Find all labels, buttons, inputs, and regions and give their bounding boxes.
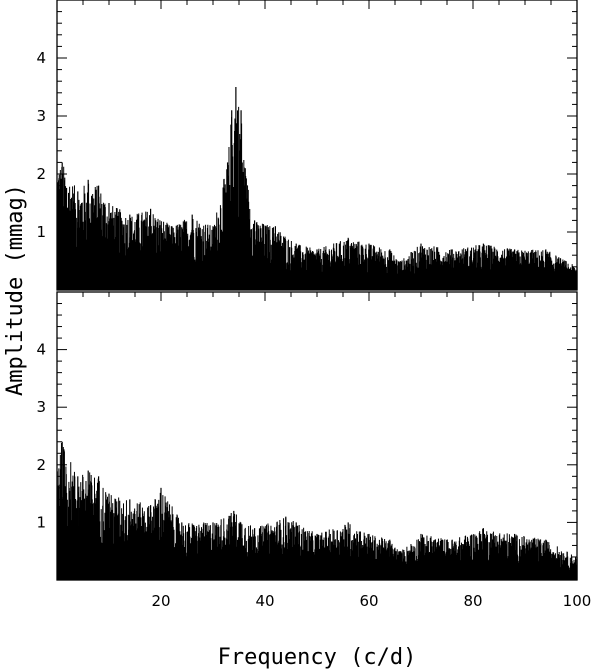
y-tick-label: 4 [36,49,46,67]
bottom-x-tick-labels: 20 40 60 80 100 [151,592,591,610]
y-tick-label: 2 [36,165,46,183]
bottom-panel: 1 2 3 4 20 40 60 80 100 [36,291,591,610]
bottom-amplitude-spectrum [56,441,578,580]
x-tick-label: 80 [463,592,482,610]
y-tick-label: 3 [36,107,46,125]
y-tick-label: 1 [36,223,46,241]
bottom-panel-frame [56,291,578,581]
x-tick-label: 100 [563,592,592,610]
top-axis-ticks [57,0,578,290]
top-panel: 1 2 3 4 [36,0,578,291]
x-tick-label: 40 [255,592,274,610]
y-tick-label: 3 [36,398,46,416]
bottom-y-tick-labels: 1 2 3 4 [36,341,46,532]
x-tick-label: 60 [359,592,378,610]
y-tick-label: 2 [36,456,46,474]
top-panel-frame [56,0,578,291]
top-amplitude-spectrum [56,87,578,290]
y-tick-label: 4 [36,341,46,359]
top-y-tick-labels: 1 2 3 4 [36,49,46,241]
bottom-axis-ticks [57,291,578,580]
y-axis-title: Amplitude (mmag) [3,184,28,396]
y-tick-label: 1 [36,513,46,531]
x-axis-title: Frequency (c/d) [218,645,417,670]
x-tick-label: 20 [151,592,170,610]
